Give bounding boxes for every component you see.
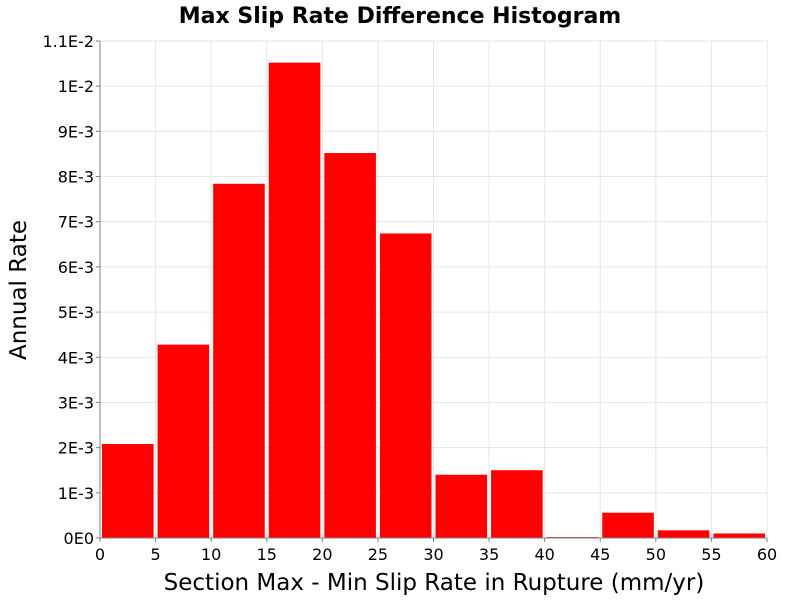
x-tick-label: 45 <box>590 545 610 564</box>
y-tick-label: 0E0 <box>64 529 94 548</box>
x-tick-label: 15 <box>257 545 277 564</box>
x-tick-label: 55 <box>701 545 721 564</box>
histogram-bar <box>435 474 488 538</box>
x-tick-label: 40 <box>534 545 554 564</box>
y-tick-label: 1.1E-2 <box>42 32 94 51</box>
histogram-bar <box>102 444 154 538</box>
histogram-bar <box>379 233 432 538</box>
x-tick-label: 60 <box>757 545 777 564</box>
y-tick-label: 6E-3 <box>58 258 94 277</box>
x-tick-label: 10 <box>201 545 221 564</box>
y-tick-label: 7E-3 <box>58 213 94 232</box>
x-tick-label: 30 <box>423 545 443 564</box>
y-tick-label: 1E-3 <box>58 484 94 503</box>
histogram-bar <box>491 470 543 538</box>
x-tick-label: 20 <box>312 545 332 564</box>
y-tick-label: 3E-3 <box>58 393 94 412</box>
histogram-bar <box>602 512 654 538</box>
y-tick-label: 5E-3 <box>58 303 94 322</box>
bars <box>102 62 765 539</box>
y-axis-ticks: 0E0 1E-3 2E-3 3E-3 4E-3 5E-3 6E-3 7E-3 8E-3 9E-3 1… <box>42 32 100 548</box>
y-tick-label: 8E-3 <box>58 168 94 187</box>
chart-title: Max Slip Rate Difference Histogram <box>179 4 621 29</box>
histogram-bar <box>657 530 710 538</box>
x-tick-label: 0 <box>95 545 105 564</box>
y-tick-label: 9E-3 <box>58 122 94 141</box>
histogram-bar <box>157 344 210 538</box>
x-tick-label: 5 <box>150 545 160 564</box>
y-tick-label: 2E-3 <box>58 439 94 458</box>
x-axis-label: Section Max - Min Slip Rate in Rupture (… <box>164 570 705 596</box>
y-axis-label: Annual Rate <box>6 220 32 360</box>
histogram-bar <box>324 153 376 538</box>
y-tick-label: 1E-2 <box>58 77 94 96</box>
x-tick-label: 25 <box>368 545 388 564</box>
y-tick-label: 4E-3 <box>58 348 94 367</box>
x-tick-label: 35 <box>479 545 499 564</box>
histogram-bar <box>213 183 265 539</box>
histogram-bar <box>268 62 321 539</box>
x-tick-label: 50 <box>646 545 666 564</box>
x-axis-ticks: 0 5 10 15 20 25 30 35 40 45 50 55 60 <box>95 538 777 564</box>
histogram-bar <box>713 533 765 538</box>
